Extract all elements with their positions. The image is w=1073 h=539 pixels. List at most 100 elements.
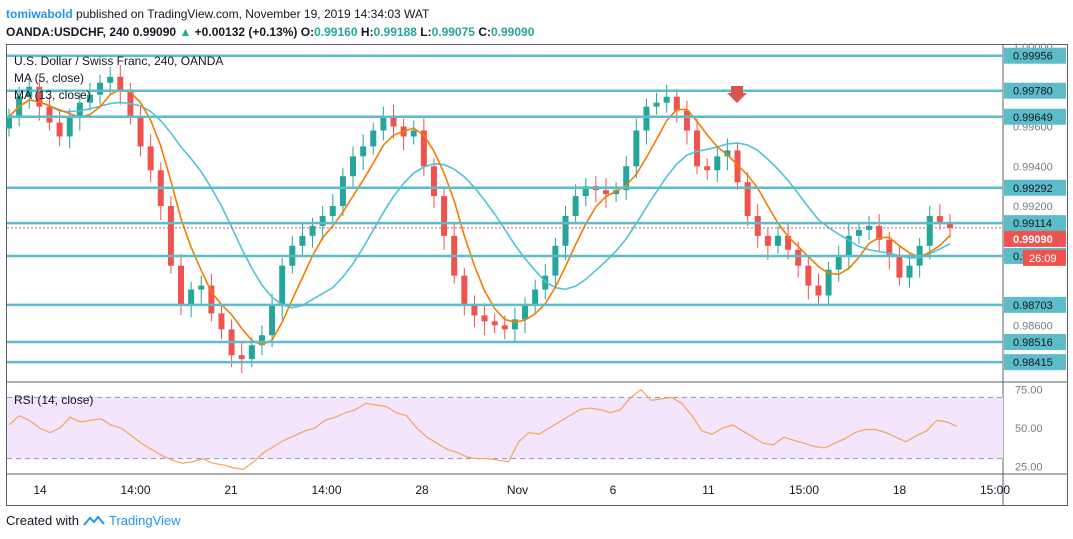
candle-down	[501, 325, 508, 330]
candle-up	[522, 305, 529, 320]
candle-up	[319, 215, 326, 226]
price-change: +0.00132 (+0.13%)	[194, 25, 298, 39]
candle-down	[147, 146, 154, 171]
candle-up	[542, 275, 549, 290]
candle-up	[643, 106, 650, 131]
candle-up	[633, 130, 640, 167]
candle-up	[855, 229, 862, 236]
current-price-box	[1004, 230, 1066, 247]
low-value: 0.99075	[431, 25, 475, 39]
candle-up	[279, 265, 286, 306]
candle-up	[188, 289, 195, 306]
tradingview-brand[interactable]: TradingView	[108, 513, 181, 528]
candle-down	[673, 96, 680, 111]
time-axis-tick: 6	[610, 483, 617, 497]
footer: Created with TradingView	[6, 513, 181, 528]
candle-up	[380, 116, 387, 131]
candle-up	[410, 130, 417, 137]
rsi-axis-tick: 50.00	[1015, 423, 1043, 435]
price-axis-tick: 0.98600	[1013, 320, 1053, 332]
candle-up	[86, 94, 93, 103]
candle-up	[562, 215, 569, 246]
candle-down	[167, 206, 174, 266]
current-price-label: 0.99090	[1013, 234, 1053, 246]
candle-up	[360, 146, 367, 157]
time-axis-tick: 15:00	[789, 483, 819, 497]
candle-up	[6, 116, 12, 129]
candle-up	[926, 215, 933, 246]
candle-up	[572, 196, 579, 216]
candle-down	[694, 130, 701, 167]
candle-down	[461, 275, 468, 306]
close-value: 0.99090	[490, 25, 535, 39]
chart-frame[interactable]	[6, 44, 1068, 506]
candle-up	[107, 76, 114, 83]
close-label: C:	[478, 25, 491, 39]
candle-down	[936, 215, 943, 222]
candle-up	[825, 269, 832, 296]
time-axis-tick: Nov	[507, 483, 528, 497]
candle-down	[491, 321, 498, 326]
symbol: OANDA:USDCHF, 240	[6, 25, 130, 39]
candle-up	[76, 102, 83, 117]
candle-up	[663, 96, 670, 103]
candle-down	[117, 76, 124, 91]
level-label: 0.99649	[1013, 112, 1053, 124]
level-label: 0.99956	[1013, 51, 1053, 63]
chart-legend: U.S. Dollar / Swiss Franc, 240, OANDA MA…	[14, 53, 223, 104]
chart-header: tomiwabold published on TradingView.com,…	[6, 5, 534, 41]
publish-line: tomiwabold published on TradingView.com,…	[6, 5, 534, 23]
level-label: 0.98415	[1013, 357, 1053, 369]
candle-up	[350, 156, 357, 177]
time-axis-tick: 21	[224, 483, 238, 497]
time-axis-tick: 11	[702, 483, 715, 497]
candle-down	[441, 196, 448, 236]
legend-ma5[interactable]: MA (5, close)	[14, 71, 85, 85]
candle-down	[876, 225, 883, 240]
candle-up	[309, 225, 316, 236]
rsi-line	[8, 388, 958, 471]
rsi-axis-tick: 25.00	[1015, 461, 1043, 473]
candle-down	[218, 313, 225, 330]
candle-down	[815, 285, 822, 296]
rsi-axis-tick: 75.00	[1015, 385, 1043, 397]
countdown-box	[1023, 249, 1066, 266]
candle-up	[623, 166, 630, 191]
candle-up	[97, 82, 104, 95]
rsi-legend[interactable]: RSI (14, close)	[14, 393, 94, 407]
legend-ma13[interactable]: MA (13, close)	[14, 88, 91, 102]
candle-down	[805, 265, 812, 286]
author-link[interactable]: tomiwabold	[6, 7, 73, 21]
candle-down	[683, 110, 690, 131]
candle-up	[774, 235, 781, 246]
candle-up	[66, 116, 73, 137]
level-label-box	[1004, 108, 1066, 125]
candle-up	[532, 289, 539, 306]
price-axis-tick: 0.99200	[1013, 201, 1053, 213]
time-axis-tick: 14:00	[311, 483, 341, 497]
countdown-label: 26:09	[1029, 253, 1057, 265]
candle-up	[511, 319, 518, 330]
candle-down	[734, 150, 741, 183]
level-label-box	[1004, 215, 1066, 232]
candle-down	[430, 166, 437, 197]
symbol-line: OANDA:USDCHF, 240 0.99090 ▲ +0.00132 (+0…	[6, 23, 534, 41]
level-label: 0.99780	[1013, 86, 1053, 98]
candle-down	[420, 130, 427, 167]
time-axis-tick: 28	[415, 483, 429, 497]
candle-down	[208, 285, 215, 314]
level-label-box	[1004, 179, 1066, 196]
candle-up	[724, 150, 731, 157]
candle-up	[258, 335, 265, 346]
candle-down	[704, 166, 711, 171]
candle-down	[602, 190, 609, 195]
level-label-box	[1004, 334, 1066, 351]
candle-up	[370, 130, 377, 147]
candle-down	[764, 235, 771, 246]
time-axis-tick: 18	[893, 483, 907, 497]
legend-title: U.S. Dollar / Swiss Franc, 240, OANDA	[14, 54, 224, 68]
candle-down	[785, 235, 792, 250]
price-axis-tick: 0.99400	[1013, 161, 1053, 173]
candle-down	[137, 116, 144, 147]
